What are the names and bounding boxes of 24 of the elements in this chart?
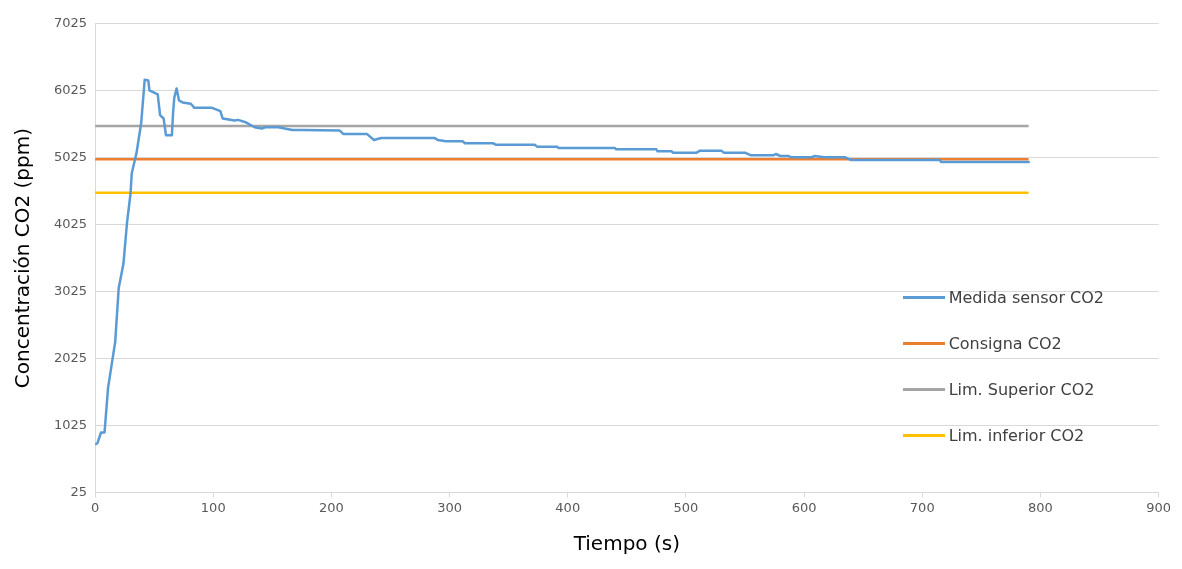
x-tick-label: 200 [319,499,344,515]
y-tick-label: 4025 [53,216,88,231]
y-tick-label: 2025 [53,349,88,365]
x-tick-label: 600 [791,499,817,515]
x-tick-label: 500 [673,499,699,515]
x-tick-label: 900 [1146,499,1172,515]
y-tick-label: 5025 [53,149,88,165]
x-tick-label: 400 [555,499,581,515]
x-tick-label: 0 [90,499,100,515]
y-tick-label: 7025 [53,15,88,31]
x-tick-label: 700 [909,499,935,515]
legend-label: Lim. inferior CO2 [948,426,1085,445]
x-tick-label: 100 [200,499,226,515]
x-axis-title: Tiempo (s) [572,531,680,556]
y-axis-title: Concentración CO2 (ppm) [10,127,35,389]
x-tick-label: 800 [1028,499,1053,515]
y-tick-label: 1025 [53,416,88,432]
legend-label: Consigna CO2 [948,334,1062,353]
y-tick-label: 25 [70,483,88,499]
legend-label: Medida sensor CO2 [948,288,1104,307]
y-tick-label: 3025 [53,282,88,298]
x-tick-label: 300 [437,499,462,515]
legend-label: Lim. Superior CO2 [948,380,1095,399]
y-tick-label: 6025 [53,82,88,98]
